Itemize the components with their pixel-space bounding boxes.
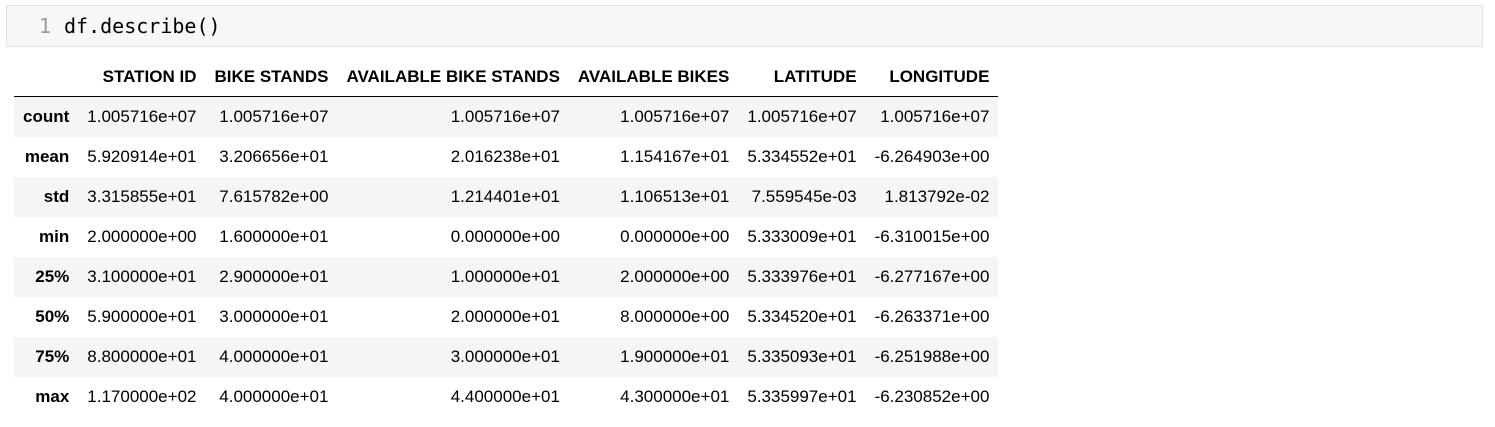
column-header: AVAILABLE BIKES [568,57,739,97]
table-cell: 2.000000e+00 [620,267,730,286]
table-cell: 1.005716e+07 [87,107,197,126]
cell-output: STATION ID BIKE STANDS AVAILABLE BIKE ST… [14,57,999,417]
table-cell: 4.400000e+01 [450,387,560,406]
table-cell: 5.335997e+01 [747,387,857,406]
table-cell: 2.900000e+01 [219,267,329,286]
table-cell: 0.000000e+00 [620,227,730,246]
table-cell: -6.251988e+00 [874,347,990,366]
table-cell: -6.230852e+00 [874,387,990,406]
row-label: mean [24,147,70,166]
column-header: BIKE STANDS [205,57,338,97]
table-cell: 1.154167e+01 [620,147,730,166]
table-cell: 0.000000e+00 [450,227,560,246]
row-label: min [39,227,70,246]
table-header-row: STATION ID BIKE STANDS AVAILABLE BIKE ST… [14,57,999,97]
row-label: 50% [35,307,70,326]
table-cell: 1.005716e+07 [450,107,560,126]
table-cell: -6.263371e+00 [874,307,990,326]
table-cell: 3.100000e+01 [87,267,197,286]
table-cell: 1.005716e+07 [880,107,990,126]
row-label: 25% [35,267,70,286]
table-cell: 4.000000e+01 [219,347,329,366]
code-cell-input[interactable]: 1 df.describe() [6,5,1483,47]
table-cell: 8.800000e+01 [87,347,197,366]
column-header: STATION ID [78,57,206,97]
table-row: count 1.005716e+07 1.005716e+07 1.005716… [14,96,999,137]
table-cell: -6.277167e+00 [874,267,990,286]
table-cell: 3.315855e+01 [87,187,197,206]
table-cell: 5.334552e+01 [747,147,857,166]
column-header: AVAILABLE BIKE STANDS [337,57,569,97]
table-cell: 3.000000e+01 [219,307,329,326]
table-cell: 1.900000e+01 [620,347,730,366]
table-cell: 7.559545e-03 [751,187,857,206]
table-cell: 8.000000e+00 [620,307,730,326]
table-cell: 1.600000e+01 [219,227,329,246]
table-row: std 3.315855e+01 7.615782e+00 1.214401e+… [14,177,999,217]
row-label: 75% [35,347,70,366]
row-label: max [35,387,70,406]
table-cell: 1.106513e+01 [620,187,730,206]
column-header: LONGITUDE [865,57,999,97]
table-cell: 2.000000e+01 [450,307,560,326]
table-row: max 1.170000e+02 4.000000e+01 4.400000e+… [14,377,999,417]
table-cell: 1.000000e+01 [450,267,560,286]
table-cell: 5.334520e+01 [747,307,857,326]
table-cell: 1.813792e-02 [884,187,990,206]
table-row: 25% 3.100000e+01 2.900000e+01 1.000000e+… [14,257,999,297]
describe-dataframe-table: STATION ID BIKE STANDS AVAILABLE BIKE ST… [14,57,999,417]
table-cell: 1.005716e+07 [219,107,329,126]
table-row: mean 5.920914e+01 3.206656e+01 2.016238e… [14,137,999,177]
table-cell: 3.206656e+01 [219,147,329,166]
table-cell: 1.170000e+02 [87,387,197,406]
row-label: std [43,187,70,206]
line-number: 1 [38,14,51,38]
table-cell: 4.300000e+01 [620,387,730,406]
column-header: LATITUDE [738,57,866,97]
table-cell: 5.335093e+01 [747,347,857,366]
row-label: count [23,107,70,126]
table-cell: 1.214401e+01 [450,187,560,206]
table-row: 75% 8.800000e+01 4.000000e+01 3.000000e+… [14,337,999,377]
table-cell: 7.615782e+00 [219,187,329,206]
table-cell: -6.310015e+00 [874,227,990,246]
table-row: 50% 5.900000e+01 3.000000e+01 2.000000e+… [14,297,999,337]
table-cell: 5.900000e+01 [87,307,197,326]
table-cell: 1.005716e+07 [747,107,857,126]
index-header [14,57,79,97]
table-cell: 5.333976e+01 [747,267,857,286]
table-cell: 4.000000e+01 [219,387,329,406]
table-cell: 2.000000e+00 [87,227,197,246]
table-row: min 2.000000e+00 1.600000e+01 0.000000e+… [14,217,999,257]
table-cell: 2.016238e+01 [450,147,560,166]
table-cell: 5.920914e+01 [87,147,197,166]
table-cell: 1.005716e+07 [620,107,730,126]
table-cell: 5.333009e+01 [747,227,857,246]
table-cell: -6.264903e+00 [874,147,990,166]
table-cell: 3.000000e+01 [450,347,560,366]
code-editor-text[interactable]: df.describe() [64,14,221,38]
